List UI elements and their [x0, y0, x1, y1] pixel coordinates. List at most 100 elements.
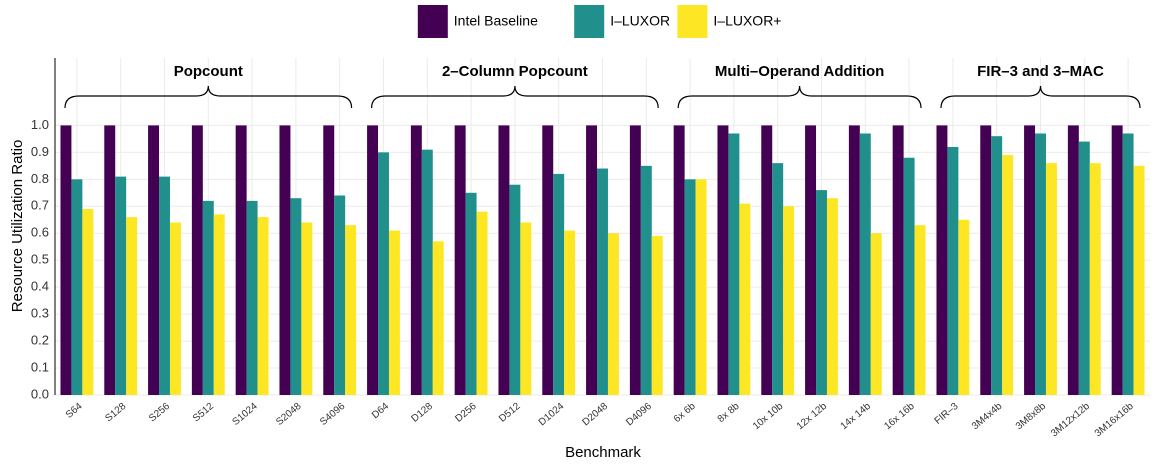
bar — [421, 149, 433, 395]
y-tick-label: 0.2 — [31, 333, 49, 348]
bar — [936, 125, 948, 396]
bar — [246, 200, 258, 395]
bar — [235, 125, 247, 396]
x-tick-label: D1024 — [537, 401, 567, 429]
bar — [805, 125, 817, 396]
bar — [104, 125, 116, 396]
x-tick-label: 8x 8b — [716, 401, 742, 425]
x-tick-label: 10x 10b — [751, 401, 786, 433]
bar — [958, 219, 970, 395]
bar — [783, 206, 795, 395]
x-tick-label: S512 — [191, 401, 216, 425]
bar — [498, 125, 510, 396]
legend-swatch — [677, 5, 708, 38]
x-tick-label: 6x 6b — [672, 401, 698, 425]
bar — [629, 125, 641, 396]
bar — [202, 200, 214, 395]
bar — [980, 125, 992, 396]
bar — [279, 125, 291, 396]
bar — [553, 173, 565, 395]
bar — [640, 165, 652, 395]
bar — [454, 125, 466, 396]
bar — [520, 222, 532, 395]
legend-label: I–LUXOR — [610, 13, 670, 29]
x-tick-label: S4096 — [318, 401, 348, 428]
bar — [739, 203, 751, 395]
bar — [159, 176, 170, 395]
group-label: Popcount — [174, 63, 243, 80]
y-tick-label: 0.7 — [31, 198, 49, 213]
bar — [465, 192, 477, 395]
x-tick-label: 3M12x12b — [1049, 401, 1092, 440]
legend-label: Intel Baseline — [454, 13, 538, 29]
bar — [859, 133, 871, 395]
bar — [1024, 125, 1036, 396]
x-tick-label: D512 — [497, 401, 523, 425]
bar — [290, 198, 302, 395]
y-tick-label: 1.0 — [31, 117, 49, 132]
bar — [476, 211, 488, 395]
bar — [564, 230, 576, 395]
bar — [82, 208, 94, 395]
group-brace — [64, 85, 353, 109]
bar — [586, 125, 598, 396]
x-tick-label: D4096 — [624, 401, 654, 429]
legend-swatch — [574, 5, 605, 38]
bar — [728, 133, 740, 395]
x-tick-label: 3M8x8b — [1014, 401, 1049, 433]
group-label: Multi–Operand Addition — [715, 63, 884, 80]
bar — [695, 179, 707, 395]
bar — [345, 225, 357, 395]
bar — [903, 157, 915, 395]
x-tick-label: D128 — [410, 401, 436, 425]
x-tick-label: S64 — [64, 401, 85, 421]
bar — [651, 235, 663, 395]
bar — [717, 125, 729, 396]
bar — [432, 241, 444, 395]
x-tick-label: S128 — [103, 401, 128, 425]
bar — [673, 125, 685, 396]
bar — [848, 125, 860, 396]
x-tick-label: S1024 — [230, 401, 260, 428]
x-tick-label: FIR–3 — [933, 401, 961, 427]
x-tick-label: 16x 16b — [882, 401, 917, 433]
bar — [388, 230, 400, 395]
y-tick-label: 0.1 — [31, 359, 49, 374]
x-tick-label: D64 — [370, 401, 391, 422]
bar — [1067, 125, 1079, 396]
bar — [257, 217, 269, 395]
bar — [870, 233, 882, 395]
group-label: 2–Column Popcount — [442, 63, 588, 80]
bar — [1078, 141, 1090, 395]
y-tick-label: 0.3 — [31, 306, 49, 321]
x-tick-label: 12x 12b — [795, 401, 830, 433]
group-brace — [371, 85, 659, 109]
x-tick-label: S2048 — [274, 401, 304, 428]
group-label: FIR–3 and 3–MAC — [977, 63, 1104, 80]
bar — [607, 233, 619, 395]
x-tick-label: 3M4x4b — [970, 401, 1005, 433]
bar — [115, 176, 127, 395]
bar — [684, 179, 696, 395]
bar — [816, 190, 827, 395]
bar — [542, 125, 554, 396]
x-tick-label: D256 — [453, 401, 479, 425]
bar — [60, 125, 72, 396]
bar — [148, 125, 160, 396]
x-axis-title: Benchmark — [565, 444, 641, 461]
bar — [191, 125, 203, 396]
bar — [213, 214, 225, 395]
x-tick-label: 14x 14b — [839, 401, 874, 433]
bar — [1035, 133, 1046, 395]
bar — [323, 125, 335, 396]
bar — [1045, 163, 1057, 395]
bar — [1133, 165, 1145, 395]
y-axis-title: Resource Utilization Ratio — [9, 140, 26, 313]
bar — [947, 146, 959, 395]
x-tick-label: D2048 — [580, 401, 610, 429]
bar — [410, 125, 422, 396]
bar — [826, 198, 838, 395]
bar — [509, 184, 521, 395]
bar — [1111, 125, 1123, 396]
